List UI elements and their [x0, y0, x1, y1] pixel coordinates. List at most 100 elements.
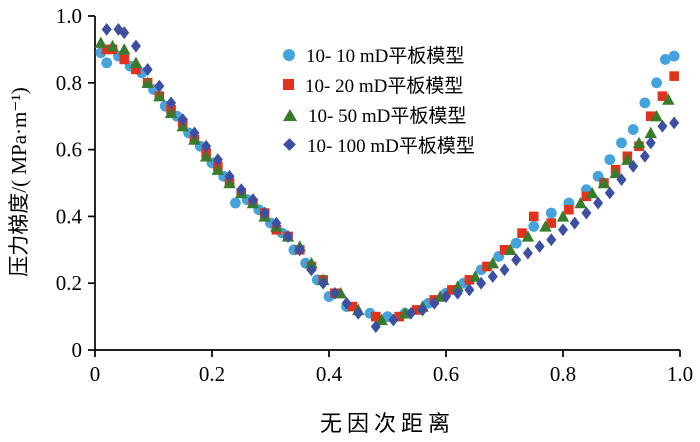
- data-point-diamond: [441, 290, 451, 303]
- data-point-square: [528, 211, 539, 222]
- legend-item: 10- 50 mD平板模型: [283, 104, 475, 127]
- y-axis-title: 压力梯度/( MPa·m⁻¹): [7, 87, 31, 277]
- y-tick-label: 0.8: [56, 71, 82, 95]
- data-point-diamond: [318, 276, 329, 290]
- y-tick-label: 0.6: [56, 138, 82, 162]
- data-point-diamond: [645, 136, 656, 150]
- data-point-square: [411, 305, 422, 315]
- data-point-diamond: [101, 22, 112, 36]
- legend-marker-circle-icon: [283, 48, 295, 61]
- data-point-diamond: [388, 313, 399, 327]
- data-point-diamond: [306, 263, 317, 277]
- data-point-diamond: [476, 276, 487, 290]
- x-tick-label: 0.4: [316, 362, 343, 386]
- legend-label: 10- 10 mD平板模型: [306, 46, 465, 67]
- data-point-diamond: [353, 306, 364, 320]
- data-point-circle: [604, 154, 616, 166]
- data-point-circle: [639, 97, 651, 109]
- data-point-triangle: [164, 106, 178, 119]
- data-point-diamond: [247, 193, 258, 207]
- data-point-diamond: [639, 149, 650, 163]
- legend-label: 10- 50 mD平板模型: [308, 106, 467, 127]
- x-tick-label: 0: [90, 362, 101, 386]
- data-point-triangle: [469, 270, 482, 282]
- data-point-diamond: [154, 79, 165, 93]
- legend-item: 10- 20 mD平板模型: [283, 74, 475, 97]
- legend-label: 10- 20 mD平板模型: [305, 76, 464, 97]
- data-point-square: [564, 204, 574, 215]
- data-point-triangle: [94, 36, 108, 48]
- data-point-diamond: [511, 253, 522, 267]
- y-tick-label: 0.2: [56, 271, 82, 295]
- data-point-diamond: [224, 169, 235, 183]
- data-point-diamond: [546, 233, 557, 247]
- data-point-circle: [230, 197, 241, 209]
- data-point-diamond: [593, 196, 604, 210]
- data-point-diamond: [522, 246, 533, 260]
- data-point-circle: [651, 77, 662, 89]
- legend: 10- 10 mD平板模型 10- 20 mD平板模型 10- 50 mD平板模…: [283, 44, 475, 164]
- data-point-diamond: [142, 63, 153, 76]
- data-point-diamond: [604, 186, 615, 200]
- y-tick-label: 0: [72, 338, 83, 362]
- data-point-diamond: [201, 139, 212, 153]
- data-point-square: [347, 301, 358, 312]
- data-point-diamond: [212, 153, 223, 167]
- data-point-diamond: [464, 283, 475, 297]
- data-point-triangle: [644, 126, 657, 139]
- data-point-diamond: [236, 183, 247, 197]
- data-point-triangle: [609, 166, 622, 179]
- data-point-circle: [510, 237, 522, 249]
- data-point-triangle: [521, 230, 535, 242]
- data-point-triangle: [118, 43, 131, 55]
- data-point-triangle: [632, 136, 646, 149]
- data-point-diamond: [283, 230, 294, 243]
- data-point-diamond: [669, 116, 680, 130]
- data-point-diamond: [429, 296, 440, 310]
- y-tick-label: 0.4: [56, 204, 83, 228]
- legend-marker-square-icon: [283, 79, 294, 90]
- data-point-triangle: [556, 210, 570, 222]
- data-point-square: [499, 245, 510, 255]
- data-point-diamond: [119, 26, 130, 40]
- data-point-triangle: [597, 176, 611, 189]
- data-point-triangle: [504, 243, 517, 255]
- data-point-diamond: [370, 320, 381, 334]
- data-point-square: [669, 71, 679, 81]
- data-point-square: [394, 311, 404, 322]
- data-point-diamond: [628, 159, 639, 173]
- data-point-triangle: [586, 186, 599, 199]
- data-point-diamond: [657, 119, 668, 133]
- data-point-triangle: [199, 150, 213, 162]
- data-point-diamond: [189, 126, 200, 140]
- data-point-triangle: [539, 220, 552, 232]
- data-point-square: [657, 91, 668, 101]
- data-point-diamond: [569, 216, 580, 230]
- data-point-diamond: [452, 286, 463, 300]
- data-point-triangle: [650, 110, 663, 122]
- data-point-diamond: [534, 240, 545, 253]
- data-point-diamond: [581, 206, 592, 220]
- data-point-diamond: [487, 270, 498, 283]
- data-point-triangle: [621, 153, 634, 165]
- data-point-square: [101, 44, 112, 55]
- data-point-square: [371, 311, 381, 322]
- x-tick-label: 1.0: [667, 362, 693, 386]
- data-point-square: [119, 54, 130, 65]
- data-point-circle: [627, 124, 639, 135]
- data-point-triangle: [375, 313, 388, 326]
- data-point-circle: [101, 57, 113, 69]
- data-point-square: [482, 261, 492, 272]
- data-point-square: [464, 275, 475, 285]
- data-point-triangle: [153, 89, 166, 102]
- data-point-diamond: [259, 206, 270, 220]
- legend-item: 10- 10 mD平板模型: [283, 44, 475, 67]
- data-point-square: [447, 285, 457, 295]
- legend-item: 10- 100 mD平板模型: [283, 134, 475, 157]
- data-point-triangle: [305, 256, 318, 269]
- data-point-diamond: [271, 216, 282, 230]
- legend-label: 10- 100 mD平板模型: [307, 136, 475, 157]
- data-point-diamond: [417, 303, 428, 317]
